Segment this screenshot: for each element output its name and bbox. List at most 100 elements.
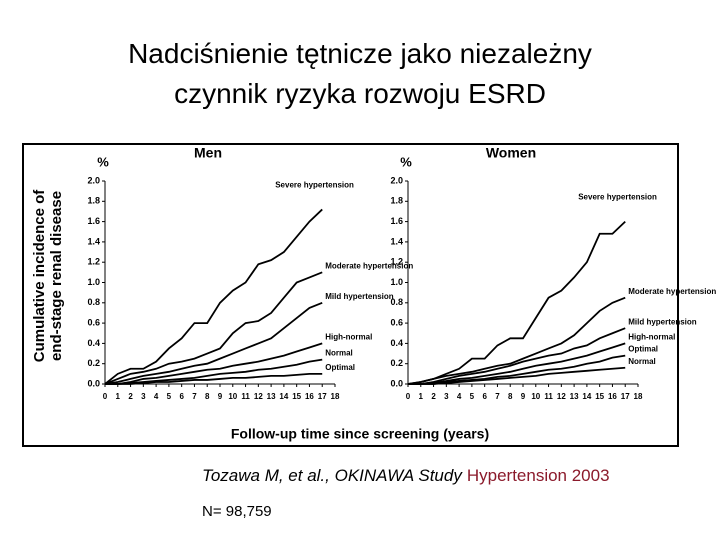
y-tick-label: 1.2 — [87, 257, 100, 267]
series-label: Mild hypertension — [325, 292, 394, 301]
y-tick-label: 2.0 — [87, 175, 100, 185]
series-label: Severe hypertension — [275, 181, 354, 190]
y-tick-label: 1.8 — [87, 196, 100, 206]
series-line — [408, 342, 626, 385]
y-tick-label: 1.0 — [87, 277, 100, 287]
x-tick-label: 0 — [406, 392, 411, 401]
series-label: Moderate hypertension — [628, 287, 716, 296]
y-tick-label: 1.6 — [87, 216, 100, 226]
chart-title: Men — [194, 145, 222, 161]
series-label: High-normal — [325, 333, 372, 342]
y-tick-label: 1.4 — [390, 236, 403, 246]
x-tick-label: 2 — [128, 392, 133, 401]
x-tick-label: 8 — [508, 392, 513, 401]
y-tick-label: 0.8 — [390, 297, 403, 307]
series-label: Optimal — [628, 345, 658, 354]
series-line — [408, 366, 626, 385]
y-tick-label: 1.4 — [87, 236, 100, 246]
y-tick-label: 1.6 — [390, 216, 403, 226]
figure-frame — [22, 143, 679, 447]
x-tick-label: 3 — [141, 392, 146, 401]
series-line — [407, 296, 626, 385]
x-tick-label: 15 — [595, 392, 604, 401]
x-tick-label: 6 — [482, 392, 487, 401]
x-tick-label: 0 — [103, 392, 108, 401]
y-tick-label: 0.0 — [87, 378, 100, 388]
x-tick-label: 4 — [457, 392, 462, 401]
title-line: Nadciśnienie tętnicze jako niezależny — [128, 38, 592, 69]
x-tick-label: 9 — [521, 392, 526, 401]
series-line — [104, 208, 323, 385]
x-tick-label: 1 — [116, 392, 121, 401]
x-tick-label: 17 — [621, 392, 630, 401]
x-tick-label: 16 — [608, 392, 617, 401]
y-tick-label: 0.4 — [390, 338, 403, 348]
y-tick-label: 1.0 — [390, 277, 403, 287]
y-tick-label: 0.2 — [87, 358, 100, 368]
x-tick-label: 10 — [531, 392, 540, 401]
series-line — [105, 358, 323, 385]
x-tick-label: 12 — [557, 392, 566, 401]
x-tick-label: 13 — [267, 392, 276, 401]
slide-title: Nadciśnienie tętnicze jako niezależny cz… — [0, 34, 720, 114]
x-tick-label: 10 — [228, 392, 237, 401]
y-tick-label: 2.0 — [390, 175, 403, 185]
y-tick-label: 1.2 — [390, 257, 403, 267]
series-label: Mild hypertension — [628, 317, 697, 326]
x-tick-label: 12 — [254, 392, 263, 401]
series-label: Optimal — [325, 363, 355, 372]
x-tick-label: 2 — [431, 392, 436, 401]
y-tick-label: 0.6 — [87, 317, 100, 327]
y-tick-label: 0.4 — [87, 338, 100, 348]
series-line — [104, 301, 323, 385]
y-tick-label: 0.6 — [390, 317, 403, 327]
x-tick-label: 14 — [582, 392, 591, 401]
note: N= 98,759 — [202, 503, 272, 520]
series-label: Severe hypertension — [578, 193, 657, 202]
citation-text: Tozawa M, et al., OKINAWA Study — [202, 466, 462, 485]
x-tick-label: 3 — [444, 392, 449, 401]
citation-journal: Hypertension 2003 — [466, 466, 610, 485]
y-unit: % — [97, 154, 109, 169]
x-tick-label: 8 — [205, 392, 210, 401]
x-axis-label: Follow-up time since screening (years) — [231, 426, 489, 442]
x-tick-label: 5 — [470, 392, 475, 401]
x-tick-label: 18 — [331, 392, 340, 401]
series-label: Normal — [628, 357, 656, 366]
series-line — [407, 220, 626, 385]
chart-title: Women — [486, 145, 536, 161]
y-unit: % — [400, 154, 412, 169]
y-tick-label: 0.2 — [390, 358, 403, 368]
x-tick-label: 11 — [241, 392, 250, 401]
x-tick-label: 11 — [544, 392, 553, 401]
x-tick-label: 7 — [192, 392, 197, 401]
y-tick-label: 0.8 — [87, 297, 100, 307]
y-tick-label: 0.0 — [390, 378, 403, 388]
x-tick-label: 5 — [167, 392, 172, 401]
series-line — [105, 342, 323, 385]
series-line — [105, 372, 323, 385]
citation: Tozawa M, et al., OKINAWA Study Hypertens… — [202, 466, 610, 486]
series-line — [408, 327, 626, 385]
title-line: czynnik ryzyka rozwoju ESRD — [174, 78, 546, 109]
series-label: High-normal — [628, 333, 675, 342]
y-axis-label: Cumulative incidence of — [31, 189, 48, 363]
y-axis-label: end-stage renal disease — [48, 191, 65, 361]
y-tick-label: 1.8 — [390, 196, 403, 206]
x-tick-label: 1 — [419, 392, 424, 401]
x-tick-label: 6 — [179, 392, 184, 401]
series-label: Normal — [325, 349, 353, 358]
x-tick-label: 17 — [318, 392, 327, 401]
x-tick-label: 15 — [292, 392, 301, 401]
series-line — [104, 271, 323, 385]
x-tick-label: 14 — [279, 392, 288, 401]
x-tick-label: 9 — [218, 392, 223, 401]
x-tick-label: 16 — [305, 392, 314, 401]
x-tick-label: 13 — [570, 392, 579, 401]
x-tick-label: 7 — [495, 392, 500, 401]
x-tick-label: 4 — [154, 392, 159, 401]
series-label: Moderate hypertension — [325, 261, 413, 270]
x-tick-label: 18 — [634, 392, 643, 401]
